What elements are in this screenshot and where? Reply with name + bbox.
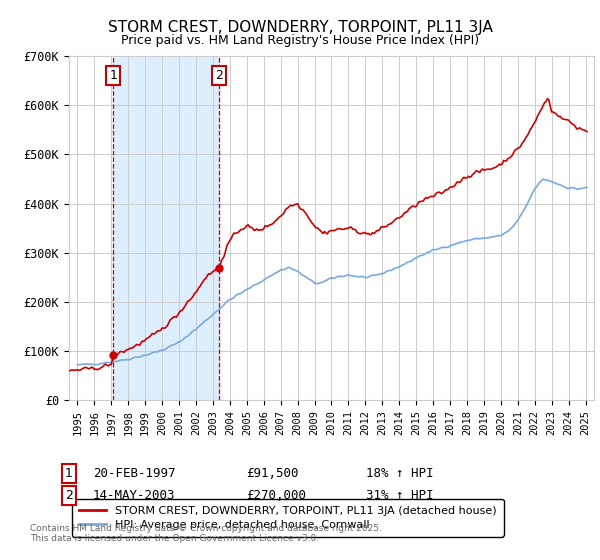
Text: 1: 1 bbox=[65, 466, 73, 480]
Text: STORM CREST, DOWNDERRY, TORPOINT, PL11 3JA: STORM CREST, DOWNDERRY, TORPOINT, PL11 3… bbox=[107, 20, 493, 35]
Text: 18% ↑ HPI: 18% ↑ HPI bbox=[366, 466, 433, 480]
Text: 2: 2 bbox=[215, 69, 223, 82]
Bar bbox=[113, 56, 219, 400]
Text: £91,500: £91,500 bbox=[246, 466, 299, 480]
Legend: STORM CREST, DOWNDERRY, TORPOINT, PL11 3JA (detached house), HPI: Average price,: STORM CREST, DOWNDERRY, TORPOINT, PL11 3… bbox=[72, 499, 503, 536]
Text: 31% ↑ HPI: 31% ↑ HPI bbox=[366, 489, 433, 502]
Text: 2: 2 bbox=[65, 489, 73, 502]
Text: 14-MAY-2003: 14-MAY-2003 bbox=[93, 489, 176, 502]
Text: Contains HM Land Registry data © Crown copyright and database right 2025.
This d: Contains HM Land Registry data © Crown c… bbox=[30, 524, 382, 543]
Text: 1: 1 bbox=[109, 69, 118, 82]
Text: £270,000: £270,000 bbox=[246, 489, 306, 502]
Text: Price paid vs. HM Land Registry's House Price Index (HPI): Price paid vs. HM Land Registry's House … bbox=[121, 34, 479, 46]
Text: 20-FEB-1997: 20-FEB-1997 bbox=[93, 466, 176, 480]
